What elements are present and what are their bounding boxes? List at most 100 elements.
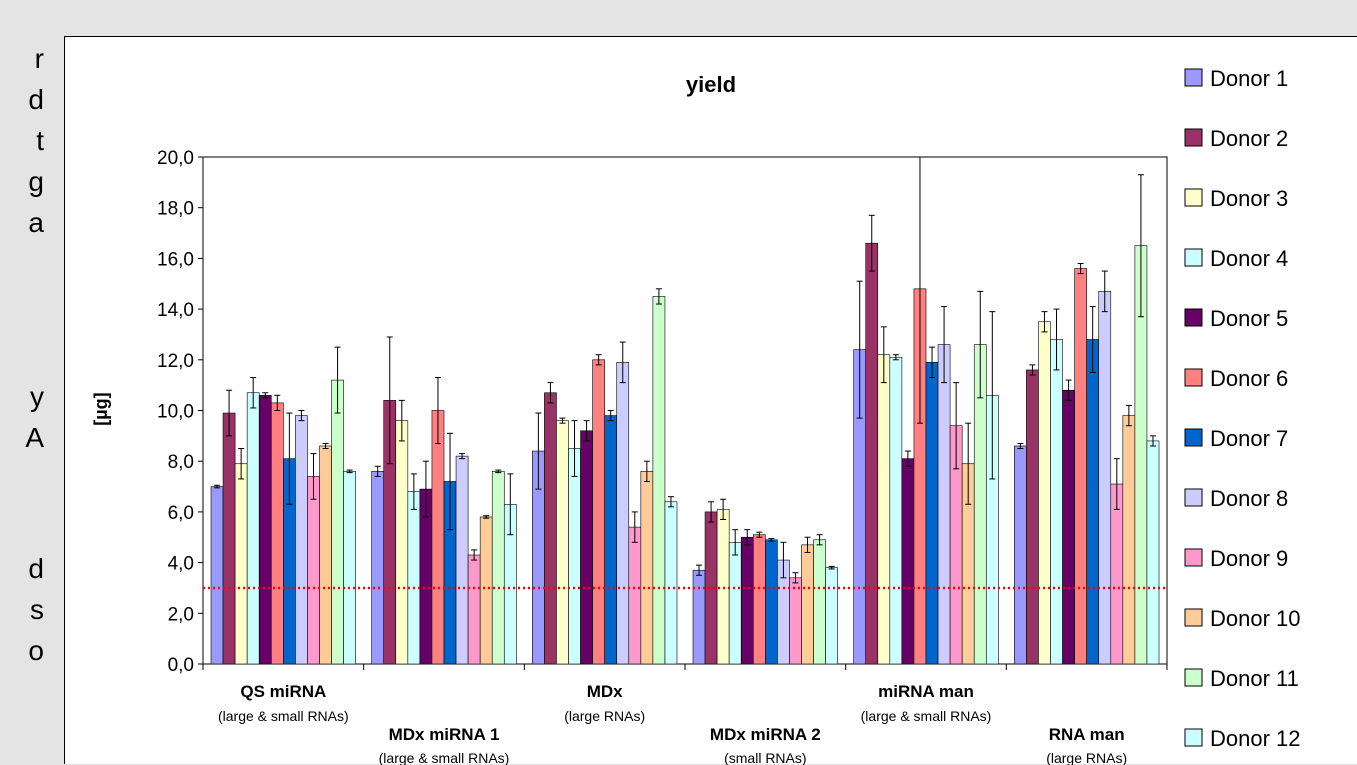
legend-swatch: [1184, 488, 1203, 507]
group-sublabel: (large RNAs): [1046, 750, 1127, 765]
group-label: RNA man: [1049, 725, 1125, 744]
bar: [1086, 339, 1100, 665]
left-fragment: d: [28, 553, 44, 584]
y-tick-label: 16,0: [157, 249, 194, 270]
legend-label: Donor 3: [1210, 186, 1288, 211]
bar: [1110, 483, 1124, 665]
bar: [752, 534, 766, 665]
legend-swatch: [1184, 668, 1203, 687]
y-tick-label: 2,0: [168, 604, 194, 625]
left-fragment: s: [30, 594, 44, 625]
left-fragment: t: [36, 125, 44, 156]
legend-label: Donor 12: [1210, 726, 1301, 751]
group-sublabel: (large RNAs): [564, 708, 645, 724]
y-tick-label: 20,0: [157, 148, 194, 169]
chart-panel: yield [µg] 0,0 2,0 4,0 6,0 8,0 10,0 12,0 14,0 16…: [64, 36, 1357, 765]
bar: [765, 539, 778, 665]
legend-label: Donor 6: [1210, 366, 1288, 391]
bar: [270, 402, 284, 665]
legend-swatch: [1184, 428, 1203, 447]
bar: [1038, 321, 1051, 665]
bar: [1122, 415, 1136, 665]
legend-swatch: [1184, 608, 1203, 627]
legend-label: Donor 11: [1210, 666, 1299, 691]
bar: [580, 430, 593, 665]
y-tick-label: 12,0: [157, 351, 194, 372]
legend-swatch: [1184, 188, 1203, 207]
bar: [1146, 440, 1160, 665]
bar: [1074, 268, 1087, 665]
y-tick-label: 6,0: [168, 503, 194, 524]
group-sublabel: (large & small RNAs): [218, 708, 349, 724]
legend-swatch: [1184, 68, 1203, 87]
left-fragment: g: [28, 166, 44, 197]
bar: [407, 491, 421, 665]
bar: [652, 296, 666, 665]
bar: [455, 455, 469, 665]
group-label: miRNA man: [878, 682, 974, 701]
bar: [479, 516, 493, 665]
group-sublabel: (large & small RNAs): [379, 750, 510, 765]
bar: [1062, 389, 1075, 665]
bar: [692, 569, 706, 665]
y-tick-label: 0,0: [168, 655, 194, 676]
bar: [889, 356, 903, 665]
bar: [544, 392, 557, 665]
legend-label: Donor 1: [1210, 66, 1288, 91]
legend-swatch: [1184, 248, 1203, 267]
y-tick-label: 4,0: [168, 554, 194, 575]
bar: [222, 412, 236, 665]
bar: [716, 509, 730, 665]
bar: [210, 486, 224, 665]
bar: [234, 463, 248, 665]
bar: [877, 354, 891, 665]
legend-label: Donor 2: [1210, 126, 1288, 151]
bar: [728, 542, 742, 665]
left-fragment: d: [28, 84, 44, 115]
y-tick-label: 14,0: [157, 300, 194, 321]
group-sublabel: (small RNAs): [724, 750, 806, 765]
bar: [246, 392, 260, 665]
left-fragment: a: [28, 207, 44, 238]
y-tick-label: 18,0: [157, 199, 194, 220]
bar: [307, 476, 320, 665]
bar: [604, 415, 618, 665]
bar: [640, 471, 654, 665]
bar: [664, 501, 678, 665]
bar: [568, 448, 581, 665]
yield-chart: yield [µg] 0,0 2,0 4,0 6,0 8,0 10,0 12,0 14,0 16…: [91, 66, 1301, 765]
bar: [395, 420, 409, 665]
legend-swatch: [1184, 548, 1203, 567]
bar: [491, 471, 505, 665]
bar: [628, 526, 642, 665]
bar: [825, 567, 838, 665]
plot-area: [202, 156, 1168, 665]
bar: [813, 539, 826, 665]
bar: [431, 410, 445, 665]
bar: [1050, 339, 1063, 665]
group-sublabel: (large & small RNAs): [861, 708, 992, 724]
bar: [925, 362, 939, 665]
left-text-fragments: r d t g a y A d s o: [0, 0, 62, 764]
left-fragment: A: [25, 422, 44, 453]
bar: [865, 242, 879, 665]
bar: [331, 379, 344, 665]
group-label: MDx miRNA 2: [710, 725, 821, 744]
bar: [789, 577, 802, 665]
legend-label: Donor 8: [1210, 486, 1288, 511]
bar: [740, 536, 754, 665]
left-fragment: o: [28, 635, 44, 666]
bar: [556, 420, 569, 665]
bar: [343, 471, 356, 665]
bar: [1014, 445, 1027, 665]
y-axis-label: [µg]: [91, 392, 111, 425]
left-fragment: r: [34, 43, 44, 74]
chart-title: yield: [686, 72, 736, 97]
legend-label: Donor 10: [1210, 606, 1301, 631]
bar: [1098, 291, 1112, 665]
group-label: QS miRNA: [240, 682, 326, 701]
legend-swatch: [1184, 728, 1203, 747]
legend-label: Donor 9: [1210, 546, 1288, 571]
bar: [467, 554, 481, 665]
group-label: MDx miRNA 1: [389, 725, 500, 744]
